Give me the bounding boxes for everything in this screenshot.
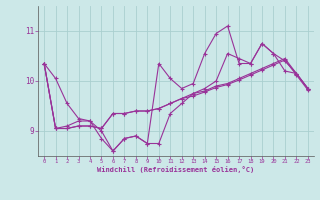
- X-axis label: Windchill (Refroidissement éolien,°C): Windchill (Refroidissement éolien,°C): [97, 166, 255, 173]
